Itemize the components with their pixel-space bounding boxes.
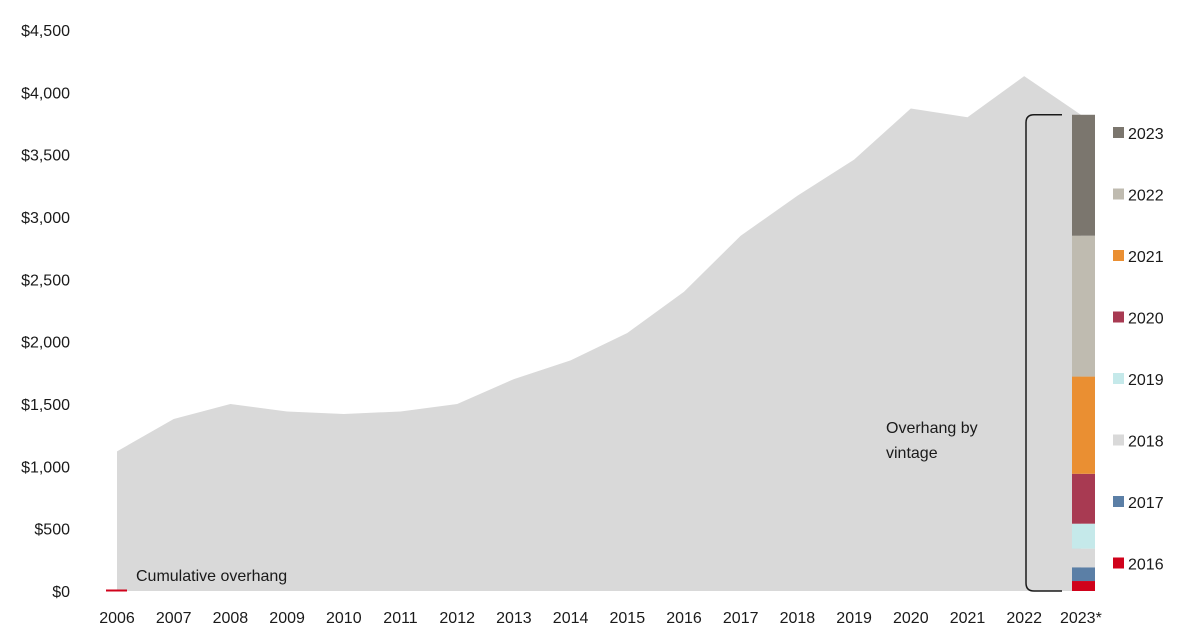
x-tick-label: 2008 — [213, 610, 249, 627]
bracket-label-line1: Overhang by — [886, 420, 978, 437]
y-tick-label: $4,500 — [21, 23, 70, 40]
area-layer — [106, 76, 1081, 592]
bar-segment-2020 — [1072, 473, 1095, 524]
annotations: Cumulative overhang Overhang by vintage — [136, 420, 978, 585]
x-tick-label: 2021 — [950, 610, 986, 627]
y-tick-label: $2,000 — [21, 335, 70, 352]
legend-label-2016: 2016 — [1128, 557, 1164, 574]
x-tick-label: 2018 — [780, 610, 816, 627]
y-tick-label: $3,500 — [21, 148, 70, 165]
legend-label-2022: 2022 — [1128, 188, 1164, 205]
legend-swatch-2020 — [1113, 311, 1124, 323]
bar-segment-2021 — [1072, 376, 1095, 474]
bar-segment-2023 — [1072, 114, 1095, 236]
x-tick-label: 2014 — [553, 610, 589, 627]
x-tick-label: 2019 — [836, 610, 872, 627]
area-label: Cumulative overhang — [136, 568, 287, 585]
legend-label-2020: 2020 — [1128, 311, 1164, 328]
y-tick-label: $0 — [52, 584, 70, 601]
legend-label-2017: 2017 — [1128, 495, 1164, 512]
x-tick-label: 2017 — [723, 610, 759, 627]
legend-swatch-2016 — [1113, 557, 1124, 569]
legend-swatch-2022 — [1113, 188, 1124, 200]
bracket-label-line2: vintage — [886, 445, 938, 462]
x-tick-label: 2009 — [269, 610, 305, 627]
x-tick-label: 2022 — [1006, 610, 1042, 627]
x-tick-label: 2013 — [496, 610, 532, 627]
y-tick-label: $1,000 — [21, 459, 70, 476]
bracket-layer — [1025, 114, 1062, 592]
legend: 2023 2022 2021 2020 2019 2018 2017 2016 — [1113, 126, 1164, 574]
legend-swatch-2021 — [1113, 250, 1124, 261]
y-tick-label: $1,500 — [21, 397, 70, 414]
bar-segment-2017 — [1072, 567, 1095, 582]
legend-swatch-2019 — [1113, 373, 1124, 384]
vintage-bracket — [1025, 114, 1062, 592]
legend-label-2019: 2019 — [1128, 372, 1164, 389]
x-tick-label: 2006 — [99, 610, 135, 627]
axis-layer: $0 $500 $1,000 $1,500 $2,000 $2,500 $3,000 $3,5… — [21, 23, 1102, 627]
legend-swatch-2017 — [1113, 496, 1124, 507]
legend-label-2021: 2021 — [1128, 249, 1164, 266]
x-tick-label: 2015 — [610, 610, 646, 627]
x-tick-label: 2010 — [326, 610, 362, 627]
x-tick-label: 2020 — [893, 610, 929, 627]
legend-label-2023: 2023 — [1128, 126, 1164, 143]
legend-label-2018: 2018 — [1128, 434, 1164, 451]
bar-segment-2016 — [1072, 581, 1095, 591]
x-tick-label: 2016 — [666, 610, 702, 627]
y-tick-label: $4,000 — [21, 85, 70, 102]
x-tick-label: 2007 — [156, 610, 192, 627]
x-tick-label: 2023* — [1060, 610, 1102, 627]
legend-swatch-2018 — [1113, 434, 1124, 446]
legend-swatch-2023 — [1113, 127, 1124, 138]
bar-segment-2022 — [1072, 235, 1095, 377]
stacked-bar-2023 — [1072, 114, 1095, 591]
y-tick-label: $500 — [34, 522, 70, 539]
x-tick-label: 2011 — [383, 610, 418, 627]
y-tick-label: $3,000 — [21, 210, 70, 227]
x-tick-label: 2012 — [439, 610, 475, 627]
cumulative-overhang-area — [117, 76, 1081, 592]
y-tick-label: $2,500 — [21, 272, 70, 289]
bar-segment-2019 — [1072, 523, 1095, 549]
bar-segment-2018 — [1072, 548, 1095, 568]
